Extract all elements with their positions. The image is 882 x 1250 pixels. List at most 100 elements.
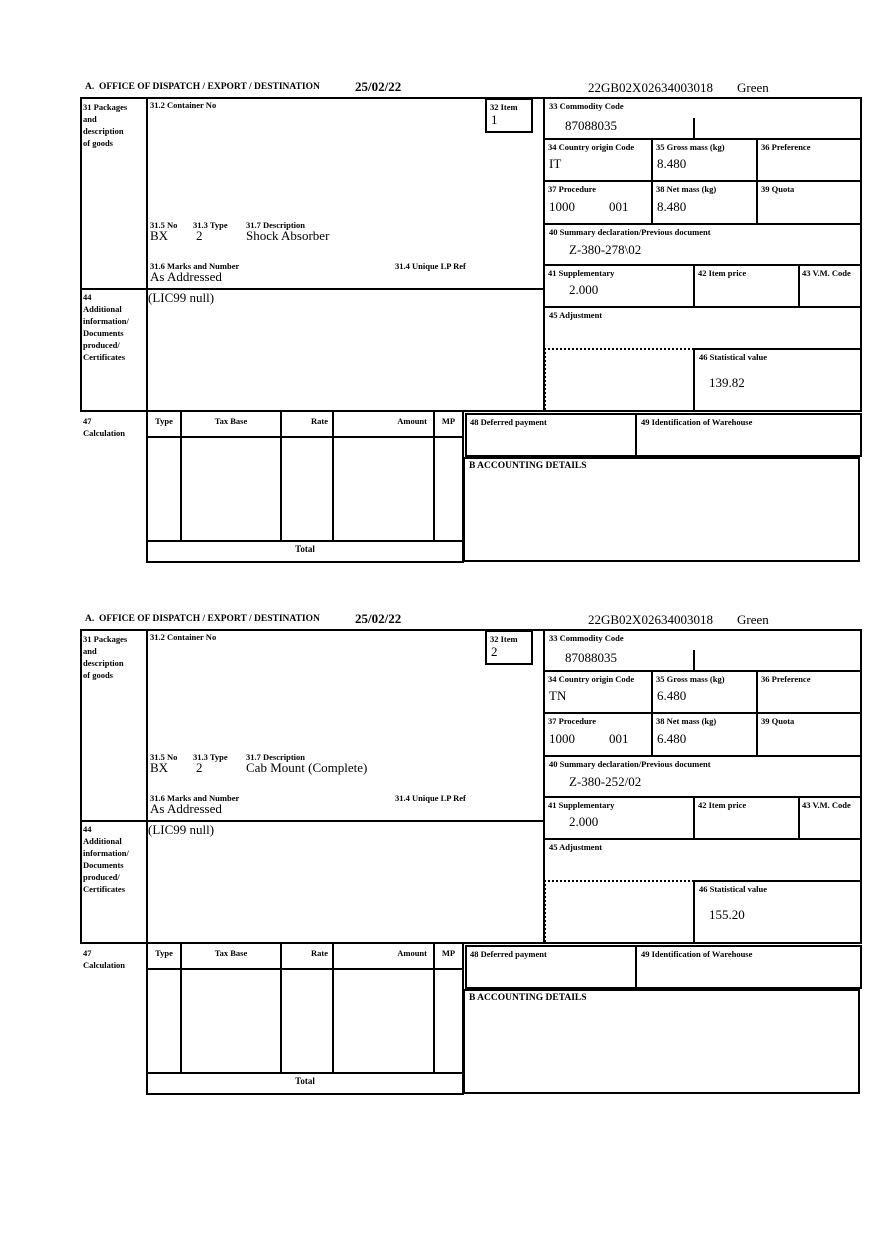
procedure-additional-value: 001 <box>609 731 629 746</box>
statistical-value: 155.20 <box>709 907 745 922</box>
item-number-label: 32 Item <box>490 634 518 644</box>
box-42: 42 Item price <box>695 266 800 306</box>
box-40: 40 Summary declaration/Previous document… <box>545 225 860 266</box>
item-number-label: 32 Item <box>490 102 518 112</box>
row-34-35-36: 34 Country origin Code TN 35 Gross mass … <box>545 672 860 714</box>
office-of-dispatch-header: A. OFFICE OF DISPATCH / EXPORT / DESTINA… <box>85 82 320 92</box>
table-header-line <box>148 968 462 970</box>
box-37: 37 Procedure 1000 001 <box>545 182 653 223</box>
right-column: 33 Commodity Code 87088035 34 Country or… <box>543 629 862 882</box>
country-origin-value: TN <box>549 688 567 703</box>
box-31-caption: 31 Packages and description of goods <box>83 634 128 680</box>
description-label: 31.7 Description <box>246 752 306 762</box>
item-price-label: 42 Item price <box>698 800 747 810</box>
declaration-date: 25/02/22 <box>355 611 402 626</box>
additional-information-value: (LIC99 null) <box>148 290 215 305</box>
table-total-label: Total <box>295 544 315 554</box>
box-34: 34 Country origin Code IT <box>545 140 653 180</box>
box-41: 41 Supplementary 2.000 <box>545 798 695 838</box>
commodity-code-label: 33 Commodity Code <box>549 633 624 643</box>
net-mass-label: 38 Net mass (kg) <box>656 716 717 726</box>
section-divider-line <box>80 410 862 412</box>
col-rate-header: Rate <box>311 416 328 426</box>
vm-code-label: 43 V.M. Code <box>802 268 851 278</box>
accounting-details-label: B ACCOUNTING DETAILS <box>469 993 587 1003</box>
box-36: 36 Preference <box>758 672 860 712</box>
quota-label: 39 Quota <box>761 716 795 726</box>
calculation-table: Type Tax Base Rate Amount MP Total <box>146 942 464 1095</box>
col-amount-header: Amount <box>397 416 427 426</box>
additional-information-box <box>146 820 545 944</box>
routing-status: Green <box>737 612 769 627</box>
table-total-label: Total <box>295 1076 315 1086</box>
box-34: 34 Country origin Code TN <box>545 672 653 712</box>
commodity-code-label: 33 Commodity Code <box>549 101 624 111</box>
packages-no-value: BX <box>150 760 169 775</box>
declaration-date: 25/02/22 <box>355 79 402 94</box>
preference-label: 36 Preference <box>761 674 811 684</box>
box-35: 35 Gross mass (kg) 6.480 <box>653 672 758 712</box>
net-mass-label: 38 Net mass (kg) <box>656 184 717 194</box>
previous-document-value: Z-380-278\02 <box>569 242 642 257</box>
container-no-label: 31.2 Container No <box>150 632 217 642</box>
box-49: 49 Identification of Warehouse <box>635 413 862 457</box>
country-origin-label: 34 Country origin Code <box>548 674 635 684</box>
row-37-38-39: 37 Procedure 1000 001 38 Net mass (kg) 6… <box>545 714 860 757</box>
deferred-payment-label: 48 Deferred payment <box>470 949 547 959</box>
net-mass-value: 8.480 <box>657 199 687 214</box>
row-41-42-43: 41 Supplementary 2.000 42 Item price 43 … <box>545 798 860 840</box>
packages-type-label: 31.3 Type <box>193 220 228 230</box>
box-45: 45 Adjustment <box>545 308 860 350</box>
warehouse-id-label: 49 Identification of Warehouse <box>641 417 753 427</box>
packages-type-label: 31.3 Type <box>193 752 228 762</box>
country-origin-value: IT <box>549 156 562 171</box>
box-46: 46 Statistical value 155.20 <box>693 880 862 944</box>
packages-type-value: 2 <box>196 760 203 775</box>
col-taxbase-header: Tax Base <box>214 948 248 958</box>
table-col-line <box>332 412 334 540</box>
box-48: 48 Deferred payment <box>465 945 637 989</box>
commodity-code-divider <box>693 118 695 138</box>
warehouse-id-label: 49 Identification of Warehouse <box>641 949 753 959</box>
box-47-caption: 47 Calculation <box>83 948 126 970</box>
deferred-payment-label: 48 Deferred payment <box>470 417 547 427</box>
supplementary-value: 2.000 <box>569 282 599 297</box>
gross-mass-value: 8.480 <box>657 156 687 171</box>
box-39: 39 Quota <box>758 714 860 755</box>
previous-document-value: Z-380-252/02 <box>569 774 642 789</box>
box-43: 43 V.M. Code <box>800 798 860 838</box>
row-37-38-39: 37 Procedure 1000 001 38 Net mass (kg) 8… <box>545 182 860 225</box>
box-37: 37 Procedure 1000 001 <box>545 714 653 755</box>
box-47-caption: 47 Calculation <box>83 416 126 438</box>
box-38: 38 Net mass (kg) 6.480 <box>653 714 758 755</box>
table-col-line <box>280 944 282 1072</box>
box-31-caption: 31 Packages and description of goods <box>83 102 128 148</box>
movement-reference-number: 22GB02X02634003018 <box>588 612 713 627</box>
item-number-value: 2 <box>491 644 498 659</box>
container-no-label: 31.2 Container No <box>150 100 217 110</box>
goods-description-value: Cab Mount (Complete) <box>246 760 368 775</box>
preference-label: 36 Preference <box>761 142 811 152</box>
marks-value: As Addressed <box>150 269 222 284</box>
box-45: 45 Adjustment <box>545 840 860 882</box>
marks-label: 31.6 Marks and Number <box>150 793 240 803</box>
marks-label: 31.6 Marks and Number <box>150 261 240 271</box>
box-46: 46 Statistical value 139.82 <box>693 348 862 412</box>
procedure-label: 37 Procedure <box>548 716 597 726</box>
unique-lp-ref-label: 31.4 Unique LP Ref <box>395 261 466 271</box>
gross-mass-label: 35 Gross mass (kg) <box>656 674 725 684</box>
description-label: 31.7 Description <box>246 220 306 230</box>
procedure-value: 1000 <box>549 731 575 746</box>
col-mp-header: MP <box>441 948 456 958</box>
accounting-details-box: B ACCOUNTING DETAILS <box>463 989 860 1094</box>
office-of-dispatch-header: A. OFFICE OF DISPATCH / EXPORT / DESTINA… <box>85 614 320 624</box>
box-38: 38 Net mass (kg) 8.480 <box>653 182 758 223</box>
table-col-line <box>433 944 435 1072</box>
country-origin-label: 34 Country origin Code <box>548 142 635 152</box>
marks-value: As Addressed <box>150 801 222 816</box>
declaration-item-block-1: A. OFFICE OF DISPATCH / EXPORT / DESTINA… <box>80 79 866 571</box>
statistical-value-label: 46 Statistical value <box>699 352 767 362</box>
item-number-value: 1 <box>491 112 498 127</box>
right-column: 33 Commodity Code 87088035 34 Country or… <box>543 97 862 350</box>
packages-no-label: 31.5 No <box>150 220 178 230</box>
